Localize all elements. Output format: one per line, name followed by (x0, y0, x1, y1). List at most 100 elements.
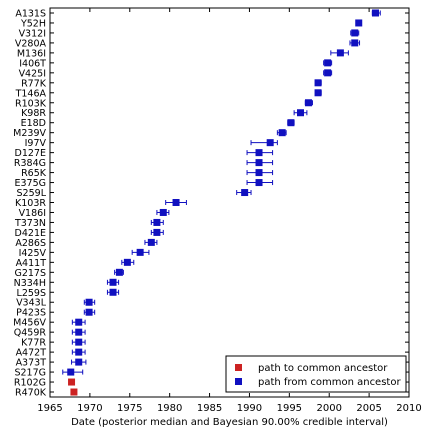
y-tick-label: D421E (15, 228, 46, 239)
data-point (75, 328, 83, 336)
x-tick-label: 1995 (277, 403, 302, 414)
y-tick-label: A373T (16, 358, 47, 369)
legend: path to common ancestor path from common… (225, 355, 407, 393)
data-point (255, 149, 263, 157)
data-point (153, 218, 161, 226)
x-axis: 1965 1970 1975 1980 1985 1990 1995 2000 2005 2010 (37, 8, 422, 414)
y-tick-label: R384G (14, 158, 46, 169)
y-tick-label: S259L (17, 188, 47, 199)
y-tick-label: K77R (21, 338, 46, 349)
plot-area (49, 7, 410, 398)
data-point (287, 119, 295, 127)
data-point (278, 129, 286, 137)
y-tick-label: V186I (19, 208, 46, 219)
data-point (75, 318, 83, 326)
y-tick-label: A472T (16, 348, 47, 359)
y-tick-label: V425I (19, 68, 46, 79)
x-tick-label: 2000 (316, 403, 341, 414)
data-point (67, 368, 75, 376)
data-point (123, 258, 131, 266)
data-point (314, 89, 322, 97)
y-tick-label: K98R (21, 108, 46, 119)
y-tick-label: V312I (19, 28, 46, 39)
data-point (351, 29, 359, 37)
x-axis-label: Date (posterior median and Bayesian 90.0… (71, 417, 388, 428)
x-tick-label: 1990 (237, 403, 262, 414)
data-point (70, 388, 78, 396)
y-axis: A131SY52HV312IV280AM136II406TV425IR77KT1… (13, 8, 409, 399)
data-point (172, 199, 180, 206)
data-point (153, 228, 161, 236)
x-tick-label: 2010 (396, 403, 421, 414)
legend-swatch (235, 378, 242, 385)
y-tick-label: R470K (15, 388, 47, 399)
y-tick-label: P423S (16, 308, 46, 319)
data-point (115, 268, 123, 276)
x-tick-label: 1970 (77, 403, 102, 414)
x-tick-label: 2005 (356, 403, 381, 414)
data-point (297, 109, 305, 117)
legend-swatch (235, 364, 242, 371)
data-point (75, 358, 83, 366)
legend-label: path to common ancestor (258, 363, 388, 374)
y-tick-label: Q459R (14, 328, 47, 339)
chart-marks (62, 9, 381, 396)
y-tick-label: T146A (15, 88, 47, 99)
data-point (241, 189, 249, 197)
data-point (68, 378, 76, 386)
legend-box (225, 355, 407, 393)
y-tick-label: M456V (13, 318, 46, 329)
data-point (336, 49, 344, 57)
data-point (109, 288, 117, 296)
y-tick-label: A286S (15, 238, 46, 249)
data-point (85, 308, 93, 316)
y-tick-label: M239V (13, 128, 46, 139)
x-tick-label: 1985 (197, 403, 222, 414)
x-tick-label: 1975 (117, 403, 142, 414)
data-point (304, 99, 312, 107)
y-tick-label: M136I (17, 48, 46, 59)
y-tick-label: R65K (21, 168, 47, 179)
y-tick-label: K103R (15, 198, 46, 209)
data-point (324, 69, 332, 77)
data-point (109, 278, 117, 286)
data-point (75, 348, 83, 356)
y-tick-label: D127E (15, 148, 46, 159)
y-tick-label: V343L (16, 298, 47, 309)
y-tick-label: R77K (21, 78, 47, 89)
data-point (355, 19, 363, 27)
data-point (159, 208, 167, 216)
data-point (255, 169, 263, 177)
y-tick-label: R103K (15, 98, 47, 109)
data-point (266, 139, 274, 147)
y-tick-label: V280A (15, 38, 47, 49)
data-point (255, 179, 263, 187)
data-point (75, 338, 83, 346)
y-tick-label: G217S (14, 268, 46, 279)
data-point (371, 9, 379, 17)
y-tick-label: S217G (14, 368, 46, 379)
x-tick-label: 1980 (157, 403, 182, 414)
data-point (85, 298, 93, 306)
y-tick-label: A131S (15, 8, 46, 19)
data-point (324, 59, 332, 67)
y-tick-label: A411T (16, 258, 47, 269)
y-tick-label: E18D (21, 118, 46, 129)
data-point (314, 79, 322, 87)
y-tick-label: R102G (14, 378, 46, 389)
y-tick-label: T373N (14, 218, 46, 229)
data-point (147, 238, 155, 246)
y-tick-label: L259S (17, 288, 46, 299)
data-point (255, 159, 263, 167)
y-tick-label: Y52H (20, 18, 46, 29)
y-tick-label: I97V (25, 138, 47, 149)
data-point (136, 248, 144, 256)
y-tick-label: N334H (14, 278, 46, 289)
legend-label: path from common ancestor (258, 377, 401, 388)
x-tick-label: 1965 (37, 403, 62, 414)
y-tick-label: I425V (19, 248, 47, 259)
data-point (351, 39, 359, 47)
y-tick-label: E375G (15, 178, 47, 189)
y-tick-label: I406T (19, 58, 46, 69)
